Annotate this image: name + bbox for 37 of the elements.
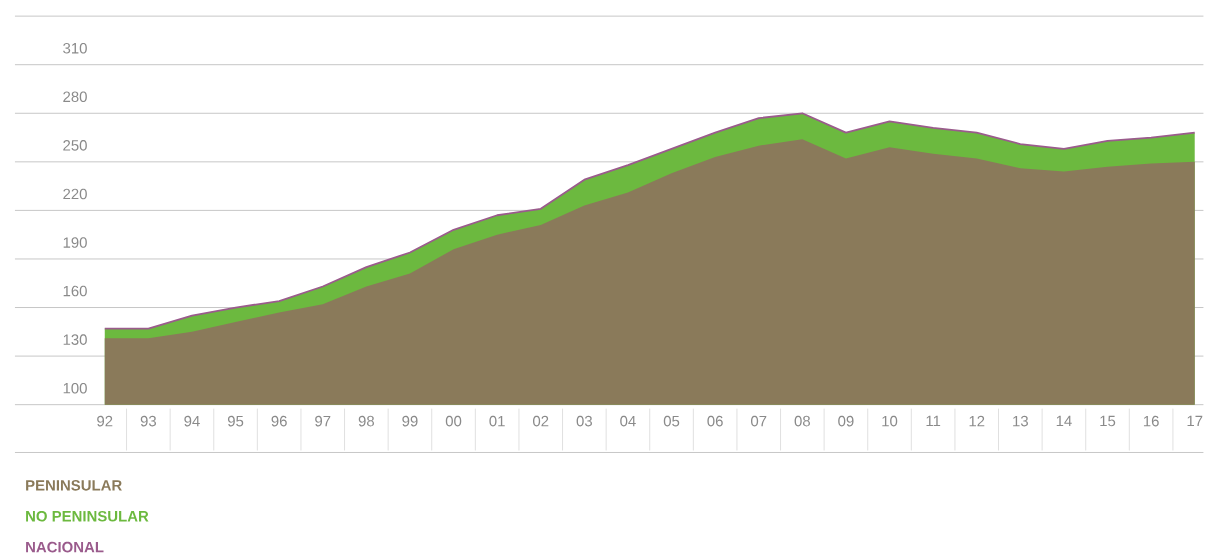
x-tick-label: 97	[315, 415, 331, 427]
x-tick-label: 17	[1187, 415, 1203, 427]
y-tick-label: 130	[63, 334, 87, 345]
y-tick-label: 280	[63, 91, 87, 103]
x-tick-label: 03	[576, 415, 592, 427]
x-tick-label: 00	[445, 415, 462, 427]
x-tick-label: 04	[620, 415, 636, 427]
y-tick-label: 190	[63, 237, 87, 248]
x-tick-label: 09	[838, 415, 854, 427]
x-tick-label: 07	[751, 415, 767, 427]
text: NACIONAL	[26, 541, 104, 553]
x-tick-label: 15	[1100, 415, 1116, 427]
x-tick-label: 10	[882, 415, 898, 427]
x-tick-label: 96	[271, 415, 287, 427]
x-tick-label: 99	[402, 415, 418, 427]
x-tick-label: 11	[926, 415, 941, 427]
x-tick-label: 13	[1013, 415, 1028, 427]
x-tick-label: 16	[1143, 415, 1159, 427]
x-tick-label: 92	[97, 415, 113, 427]
x-tick-label: 08	[794, 415, 810, 427]
x-tick-label: 94	[184, 415, 200, 427]
text: NO PENINSULAR	[26, 510, 149, 522]
x-tick-label: 02	[533, 415, 549, 427]
y-tick-label: 160	[63, 285, 87, 297]
x-tick-label: 05	[663, 415, 680, 427]
x-tick-label: 14	[1056, 415, 1072, 427]
x-tick-label: 93	[140, 415, 157, 427]
y-tick-label: 220	[63, 188, 87, 200]
x-tick-label: 98	[358, 415, 374, 427]
y-tick-label: 310	[63, 42, 87, 54]
x-tick-label: 95	[227, 415, 244, 427]
y-tick-label: 250	[63, 140, 87, 151]
text: PENINSULAR	[26, 480, 122, 491]
y-tick-label: 100	[63, 382, 87, 394]
x-tick-label: 01	[489, 415, 505, 427]
x-tick-label: 12	[969, 415, 985, 427]
x-tick-label: 06	[707, 415, 723, 427]
